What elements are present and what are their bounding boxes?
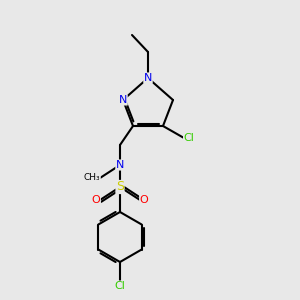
Text: Cl: Cl (184, 133, 194, 143)
Text: S: S (116, 181, 124, 194)
Text: N: N (119, 95, 127, 105)
Text: Cl: Cl (115, 281, 125, 291)
Text: N: N (116, 160, 124, 170)
Text: N: N (144, 73, 152, 83)
Text: CH₃: CH₃ (84, 173, 100, 182)
Text: O: O (92, 195, 100, 205)
Text: O: O (140, 195, 148, 205)
